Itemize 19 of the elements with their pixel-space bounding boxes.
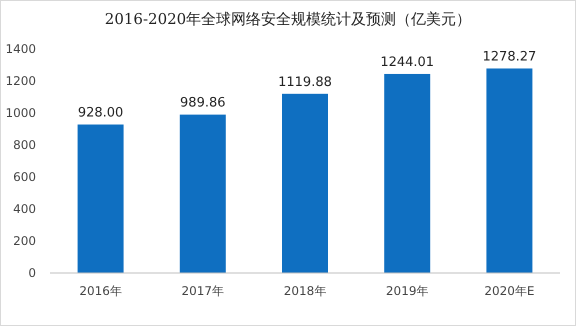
data-label: 989.86 xyxy=(180,96,226,111)
x-tick-label: 2019年 xyxy=(386,284,428,298)
y-tick-label: 1000 xyxy=(5,106,36,120)
x-tick-label: 2016年 xyxy=(79,284,122,298)
y-tick-label: 1200 xyxy=(5,74,36,88)
y-tick-label: 800 xyxy=(13,138,36,152)
y-tick-label: 200 xyxy=(13,234,36,248)
y-tick-label: 1400 xyxy=(5,42,36,56)
data-label: 1244.01 xyxy=(380,54,434,70)
data-label: 928.00 xyxy=(78,106,124,121)
x-tick-label: 2020年E xyxy=(484,284,534,298)
x-tick-label: 2018年 xyxy=(284,284,326,298)
y-tick-label: 400 xyxy=(13,202,36,216)
data-label: 1119.88 xyxy=(278,74,332,90)
y-tick-label: 0 xyxy=(28,266,36,280)
data-label: 1278.27 xyxy=(482,49,536,64)
y-tick-label: 600 xyxy=(13,170,36,184)
x-tick-label: 2017年 xyxy=(182,284,224,298)
chart-title: 2016-2020年全球网络安全规模统计及预测（亿美元） xyxy=(104,10,472,28)
